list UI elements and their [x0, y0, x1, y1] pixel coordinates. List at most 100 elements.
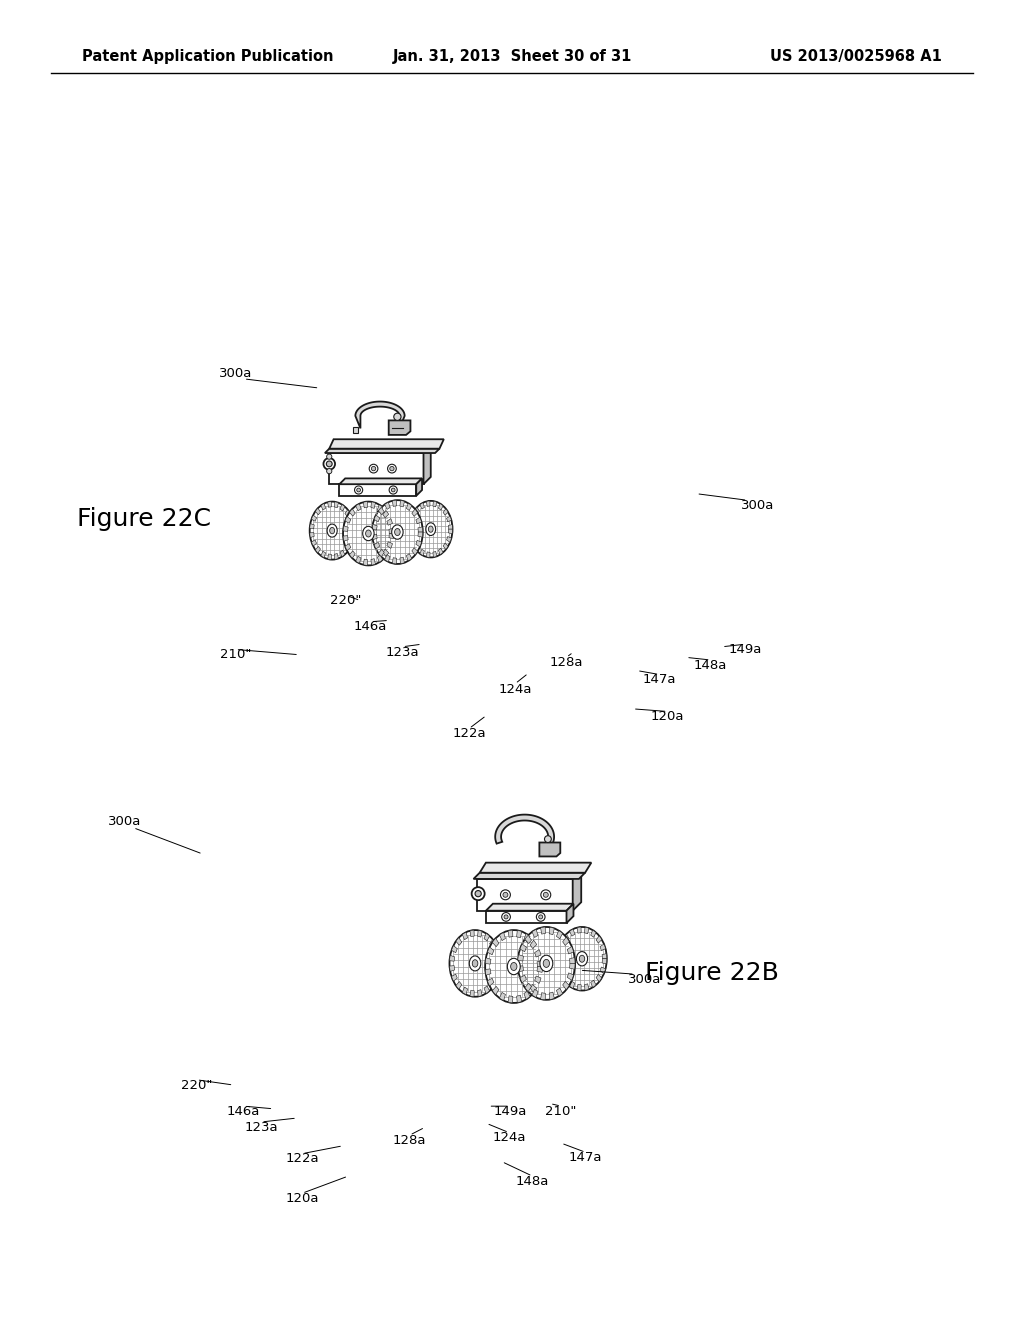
Polygon shape	[383, 511, 389, 517]
Polygon shape	[433, 552, 437, 557]
Polygon shape	[416, 540, 422, 546]
Polygon shape	[446, 536, 452, 543]
Polygon shape	[596, 936, 602, 942]
Polygon shape	[532, 989, 538, 998]
Text: Figure 22C: Figure 22C	[77, 507, 211, 531]
Polygon shape	[508, 995, 513, 1003]
Circle shape	[502, 912, 510, 921]
Polygon shape	[392, 557, 396, 564]
Polygon shape	[345, 516, 351, 523]
Polygon shape	[524, 933, 530, 942]
Polygon shape	[530, 985, 537, 993]
Polygon shape	[476, 879, 572, 911]
Polygon shape	[335, 553, 338, 560]
Polygon shape	[377, 554, 383, 562]
Polygon shape	[309, 532, 314, 537]
Ellipse shape	[309, 502, 354, 560]
Polygon shape	[525, 983, 531, 991]
Bar	[402, 428, 408, 433]
Text: Patent Application Publication: Patent Application Publication	[82, 49, 334, 65]
Polygon shape	[496, 814, 554, 843]
Polygon shape	[496, 958, 501, 964]
Polygon shape	[473, 873, 585, 879]
Polygon shape	[374, 543, 380, 549]
Polygon shape	[438, 548, 443, 554]
Polygon shape	[426, 500, 430, 507]
Polygon shape	[328, 502, 332, 507]
Polygon shape	[426, 552, 430, 557]
Polygon shape	[389, 420, 411, 434]
Ellipse shape	[428, 527, 433, 532]
Polygon shape	[409, 523, 414, 527]
Ellipse shape	[426, 523, 435, 536]
Polygon shape	[541, 927, 546, 935]
Polygon shape	[549, 927, 554, 935]
Polygon shape	[485, 958, 490, 964]
Polygon shape	[517, 995, 522, 1003]
Polygon shape	[345, 510, 350, 516]
Polygon shape	[400, 557, 404, 564]
Circle shape	[394, 413, 401, 420]
Polygon shape	[412, 510, 418, 516]
Polygon shape	[520, 944, 526, 952]
Polygon shape	[311, 540, 316, 546]
Polygon shape	[567, 973, 573, 981]
Polygon shape	[559, 969, 565, 975]
Polygon shape	[372, 535, 377, 540]
Polygon shape	[343, 525, 348, 532]
Polygon shape	[415, 545, 420, 550]
Polygon shape	[557, 952, 562, 957]
Text: 220": 220"	[181, 1078, 212, 1092]
Polygon shape	[456, 937, 462, 945]
Polygon shape	[449, 524, 453, 529]
Circle shape	[472, 887, 484, 900]
Circle shape	[390, 466, 394, 471]
Polygon shape	[379, 549, 384, 557]
Polygon shape	[355, 401, 404, 429]
Polygon shape	[443, 508, 449, 515]
Polygon shape	[477, 931, 482, 937]
Polygon shape	[470, 990, 474, 997]
Polygon shape	[602, 953, 607, 958]
Ellipse shape	[540, 956, 553, 972]
Polygon shape	[578, 985, 582, 990]
Circle shape	[354, 486, 362, 494]
Polygon shape	[418, 527, 423, 532]
Polygon shape	[349, 508, 355, 516]
Polygon shape	[559, 941, 565, 949]
Circle shape	[503, 892, 508, 898]
Polygon shape	[600, 968, 605, 974]
Circle shape	[541, 890, 551, 900]
Ellipse shape	[469, 956, 481, 972]
Polygon shape	[535, 975, 541, 983]
Text: 147a: 147a	[569, 1151, 602, 1164]
Polygon shape	[556, 931, 562, 939]
Polygon shape	[340, 504, 345, 511]
Polygon shape	[450, 956, 455, 961]
Polygon shape	[355, 556, 361, 564]
Polygon shape	[602, 958, 607, 964]
Text: 123a: 123a	[245, 1121, 278, 1134]
Circle shape	[327, 454, 332, 459]
Polygon shape	[412, 548, 418, 554]
Circle shape	[327, 461, 332, 467]
Polygon shape	[585, 983, 589, 990]
Polygon shape	[387, 519, 392, 525]
Polygon shape	[525, 935, 531, 944]
Polygon shape	[371, 502, 376, 508]
Circle shape	[327, 469, 332, 474]
Polygon shape	[494, 972, 500, 979]
Ellipse shape	[485, 931, 543, 1003]
Polygon shape	[420, 549, 424, 556]
Ellipse shape	[577, 952, 588, 966]
Text: 300a: 300a	[219, 367, 252, 380]
Circle shape	[370, 465, 378, 473]
Ellipse shape	[507, 958, 520, 974]
Polygon shape	[494, 948, 500, 954]
Polygon shape	[364, 502, 368, 508]
Ellipse shape	[366, 531, 371, 537]
Polygon shape	[340, 550, 345, 557]
Ellipse shape	[343, 502, 394, 565]
Text: 120a: 120a	[286, 1192, 318, 1205]
Polygon shape	[321, 503, 326, 510]
